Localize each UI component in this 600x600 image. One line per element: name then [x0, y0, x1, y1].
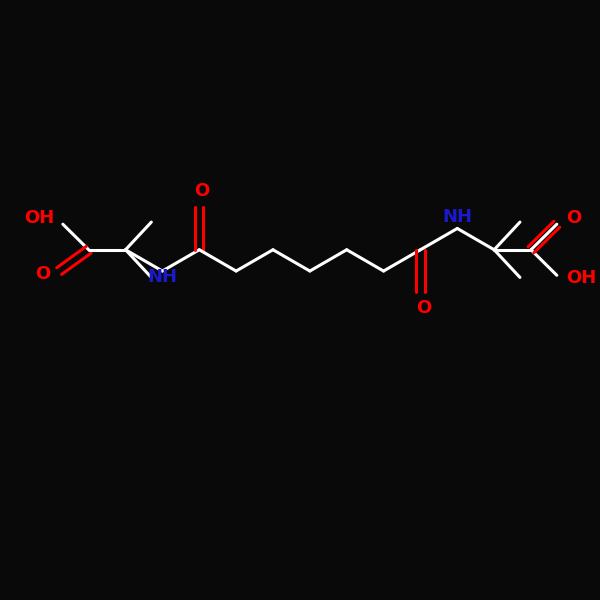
Text: NH: NH	[148, 268, 178, 286]
Text: O: O	[35, 265, 50, 283]
Text: O: O	[416, 299, 431, 317]
Text: O: O	[566, 209, 581, 227]
Text: NH: NH	[442, 208, 472, 226]
Text: OH: OH	[566, 269, 596, 287]
Text: O: O	[194, 182, 210, 200]
Text: OH: OH	[24, 209, 54, 227]
